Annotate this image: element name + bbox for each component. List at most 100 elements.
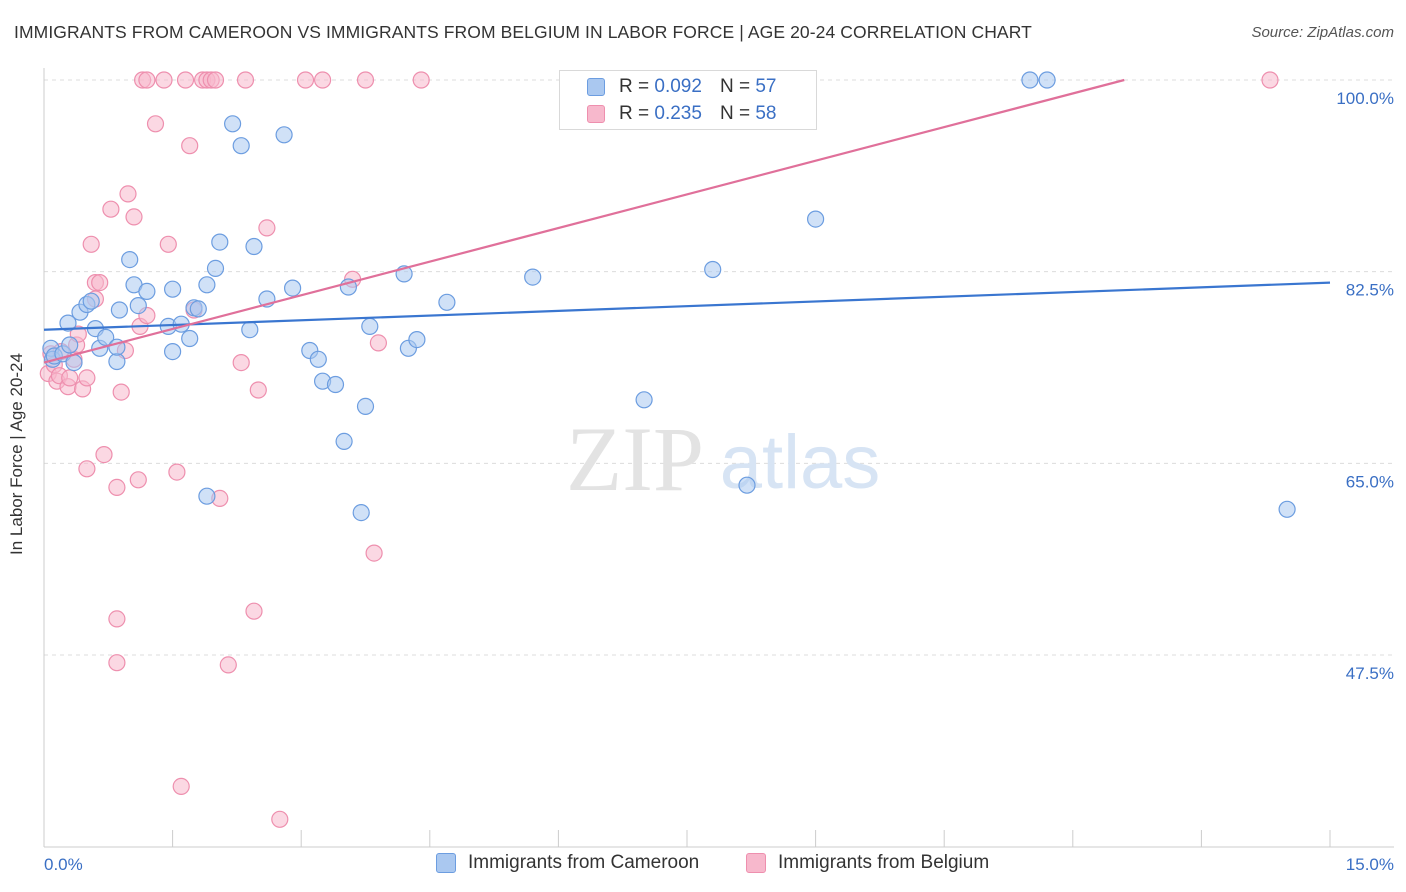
y-axis-label-wrap: In Labor Force | Age 20-24 <box>7 353 27 567</box>
belgium-point-33 <box>155 71 173 89</box>
belgium-point-38 <box>181 137 199 155</box>
cameroon-point-44 <box>352 503 370 522</box>
y-tick-label-1: 82.5% <box>1346 281 1394 300</box>
cameroon-point-41 <box>326 375 345 394</box>
belgium-point-45 <box>219 656 237 674</box>
belgium-point-30 <box>138 71 156 89</box>
belgium-point-55 <box>356 71 375 89</box>
cameroon-n-label: N = <box>719 76 751 97</box>
cameroon-point-29 <box>206 259 225 277</box>
source-credit: Source: ZipAtlas.com <box>1251 24 1394 41</box>
cameroon-point-51 <box>524 268 542 286</box>
belgium-point-18 <box>95 446 113 464</box>
cameroon-point-33 <box>241 321 259 339</box>
cameroon-point-55 <box>806 210 825 228</box>
cameroon-point-39 <box>309 350 327 368</box>
belgium-point-51 <box>271 810 289 828</box>
belgium-point-34 <box>159 235 177 253</box>
belgium-point-21 <box>108 654 126 672</box>
watermark-zip: ZIP <box>566 408 704 510</box>
cameroon-point-53 <box>704 260 722 279</box>
belgium-point-37 <box>176 71 195 89</box>
y-tick-label-3: 47.5% <box>1346 664 1394 683</box>
bottom-legend-belgium: Immigrants from Belgium <box>746 852 989 874</box>
trend-lines <box>43 78 1331 364</box>
belgium-point-25 <box>119 185 137 203</box>
cameroon-point-24 <box>181 329 199 348</box>
cameroon-point-18 <box>129 297 147 315</box>
cameroon-point-45 <box>356 397 375 415</box>
cameroon-points <box>42 71 1296 522</box>
cameroon-point-31 <box>224 115 242 133</box>
belgium-point-14 <box>82 235 100 253</box>
belgium-point-26 <box>125 208 143 226</box>
belgium-point-56 <box>365 544 383 562</box>
cameroon-point-21 <box>164 280 182 298</box>
belgium-point-57 <box>369 334 387 352</box>
cameroon-point-49 <box>408 331 426 349</box>
x-tick-label-0: 0.0% <box>44 855 83 874</box>
cameroon-point-5 <box>61 336 79 354</box>
belgium-point-58 <box>412 71 430 89</box>
cameroon-point-46 <box>361 317 379 335</box>
belgium-point-49 <box>249 381 267 399</box>
watermark: ZIP atlas <box>566 408 880 510</box>
cameroon-point-36 <box>275 126 293 144</box>
cameroon-point-22 <box>164 343 182 361</box>
legend-row-belgium: R = 0.235 N = 58 <box>587 102 776 126</box>
cameroon-trend-line <box>43 281 1331 331</box>
cameroon-point-4 <box>59 314 77 332</box>
belgium-point-53 <box>314 71 332 89</box>
cameroon-point-37 <box>284 279 302 297</box>
belgium-point-35 <box>168 463 186 481</box>
bottom-legend-cameroon: Immigrants from Cameroon <box>436 852 699 874</box>
belgium-legend-label: Immigrants from Belgium <box>778 852 990 873</box>
cameroon-point-30 <box>211 233 229 251</box>
belgium-point-36 <box>172 777 190 796</box>
belgium-n-label: N = <box>719 103 751 124</box>
cameroon-legend-label: Immigrants from Cameroon <box>468 852 700 873</box>
cameroon-point-42 <box>335 432 353 450</box>
belgium-point-43 <box>206 71 225 89</box>
belgium-point-46 <box>232 354 250 372</box>
cameroon-point-13 <box>108 352 126 371</box>
belgium-point-22 <box>108 478 126 496</box>
belgium-n-value: 58 <box>755 103 777 124</box>
belgium-point-7 <box>61 369 79 387</box>
belgium-trend-line <box>43 78 1125 364</box>
cameroon-point-58 <box>1278 500 1296 518</box>
belgium-point-13 <box>78 460 96 478</box>
belgium-swatch <box>587 105 605 123</box>
cameroon-point-32 <box>232 137 250 155</box>
belgium-point-20 <box>108 610 126 628</box>
cameroon-point-16 <box>121 251 139 269</box>
cameroon-point-26 <box>189 300 207 318</box>
cameroon-n-value: 57 <box>755 76 777 97</box>
y-axis-label: In Labor Force | Age 20-24 <box>7 353 26 555</box>
cameroon-point-9 <box>82 292 100 310</box>
cameroon-r-value: 0.092 <box>654 76 702 97</box>
legend-row-cameroon: R = 0.092 N = 57 <box>587 75 776 99</box>
cameroon-point-57 <box>1038 71 1056 89</box>
axes <box>43 68 1394 848</box>
cameroon-point-19 <box>138 282 156 300</box>
cameroon-point-50 <box>438 293 456 311</box>
belgium-point-12 <box>78 369 96 387</box>
cameroon-point-52 <box>635 391 653 409</box>
cameroon-r-label: R = <box>619 76 650 97</box>
cameroon-point-54 <box>738 476 756 494</box>
y-tick-label-0: 100.0% <box>1336 89 1394 108</box>
belgium-point-47 <box>236 71 255 89</box>
belgium-point-19 <box>102 200 120 218</box>
cameroon-point-34 <box>245 237 263 256</box>
belgium-point-17 <box>91 274 109 292</box>
belgium-point-52 <box>296 71 315 89</box>
cameroon-point-28 <box>198 487 216 505</box>
cameroon-point-15 <box>110 301 129 319</box>
cameroon-point-56 <box>1021 71 1039 89</box>
chart-title: IMMIGRANTS FROM CAMEROON VS IMMIGRANTS F… <box>14 22 1032 42</box>
belgium-point-23 <box>112 383 130 401</box>
correlation-legend: R = 0.092 N = 57 R = 0.235 N = 58 <box>559 70 817 130</box>
cameroon-legend-swatch <box>436 853 456 873</box>
